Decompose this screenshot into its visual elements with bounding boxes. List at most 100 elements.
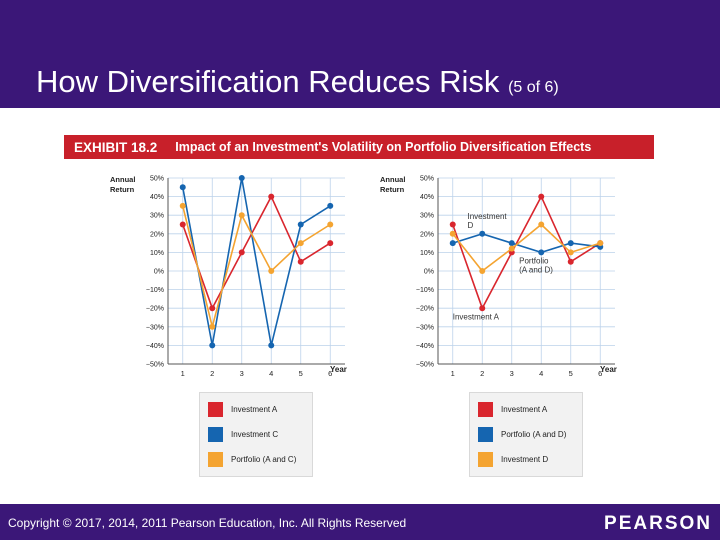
slide-title-text: How Diversification Reduces Risk (36, 64, 500, 99)
y-tick-label: −10% (416, 287, 434, 294)
data-point-investment-d (597, 240, 604, 247)
legend-label: Investment A (501, 405, 548, 414)
y-tick-label: 20% (420, 231, 434, 238)
data-point-investment-a (327, 240, 334, 247)
y-tick-label: 40% (150, 194, 164, 201)
y-tick-label: −10% (146, 287, 164, 294)
data-point-investment-a (238, 249, 245, 256)
legend-label: Investment D (501, 455, 549, 464)
data-point-investment-a (449, 221, 456, 228)
y-tick-label: −40% (146, 343, 164, 350)
series-line-portfolio-a-and-c (181, 205, 331, 328)
y-tick-label: −20% (146, 306, 164, 313)
chart-left: 50% 40% 30% 20% 10% 0% −10% −20% −30% −40% −50% 1 2 3… (110, 175, 347, 378)
y-tick-label: 50% (420, 176, 434, 183)
x-tick-label: 5 (299, 369, 303, 378)
data-point-investment-a (179, 221, 186, 228)
legend-left: Investment A Investment C Portfolio (A and… (199, 392, 313, 477)
legend-swatch (208, 452, 223, 467)
y-tick-label: −30% (416, 324, 434, 331)
annotation-line2: (A and D) (519, 266, 553, 275)
y-tick-label: 20% (150, 231, 164, 238)
data-point-investment-c (238, 175, 245, 181)
data-point-portfolio-a-and-d (538, 249, 545, 256)
exhibit-caption: Impact of an Investment's Volatility on … (175, 140, 592, 154)
legend-item-investment-d: Investment D (478, 447, 574, 472)
x-axis-label: Year (330, 365, 347, 374)
legend-item-portfolio-a-and-d: Portfolio (A and D) (478, 422, 574, 447)
data-point-investment-c (179, 184, 186, 191)
y-tick-label: 0% (154, 269, 164, 276)
data-point-portfolio-a-and-d (449, 240, 456, 247)
data-point-investment-a (297, 258, 304, 265)
y-tick-label: 30% (420, 213, 434, 220)
legend-item-investment-a: Investment A (478, 397, 574, 422)
data-point-investment-d (479, 268, 486, 274)
data-point-portfolio-a-and-d (479, 230, 486, 237)
legend-item-portfolio-a-and-c: Portfolio (A and C) (208, 447, 304, 472)
data-point-investment-a (567, 258, 574, 265)
legend-label: Portfolio (A and C) (231, 455, 297, 464)
data-point-investment-c (209, 342, 216, 349)
data-point-investment-c (327, 202, 334, 209)
data-point-portfolio-a-and-c (238, 212, 245, 219)
x-tick-label: 6 (328, 369, 332, 378)
y-axis-label-line1: Annual (110, 175, 135, 184)
x-tick-label: 1 (181, 369, 185, 378)
x-tick-label: 2 (480, 369, 484, 378)
annotation-label: Investment D (468, 212, 508, 230)
legend-swatch (478, 452, 493, 467)
x-tick-label: 2 (210, 369, 214, 378)
data-point-portfolio-a-and-c (327, 221, 334, 228)
y-axis-label-line1: Annual (380, 175, 405, 184)
legend-swatch (208, 402, 223, 417)
y-tick-label: −20% (416, 306, 434, 313)
legend-item-investment-a: Investment A (208, 397, 304, 422)
y-tick-label: 0% (424, 269, 434, 276)
x-tick-label: 6 (598, 369, 602, 378)
title-bar: How Diversification Reduces Risk (5 of 6… (0, 0, 720, 108)
x-tick-label: 3 (510, 369, 514, 378)
series-line-portfolio-a-and-d (452, 232, 601, 254)
chart-right: 50% 40% 30% 20% 10% 0% −10% −20% −30% −40% −50% 1 2 3… (380, 175, 617, 378)
annotation-label: Portfolio (A and D) (519, 257, 553, 275)
y-tick-label: −30% (146, 324, 164, 331)
exhibit-label: EXHIBIT 18.2 (74, 139, 158, 155)
y-tick-label: −50% (146, 362, 164, 369)
legend-swatch (208, 427, 223, 442)
data-point-investment-a (268, 193, 275, 200)
series-line-investment-a (451, 194, 601, 311)
y-axis-label-line2: Return (380, 185, 405, 194)
legend-swatch (478, 402, 493, 417)
data-point-investment-d (508, 245, 515, 252)
legend-label: Portfolio (A and D) (501, 430, 567, 439)
x-tick-label: 4 (539, 369, 543, 378)
annotation-line1: Investment A (453, 312, 500, 321)
series-line-investment-a (181, 194, 331, 311)
x-axis-label: Year (600, 365, 617, 374)
data-point-portfolio-a-and-c (179, 202, 186, 209)
data-point-investment-a (538, 193, 545, 200)
y-tick-label: −40% (416, 343, 434, 350)
data-point-investment-a (479, 305, 486, 312)
data-point-portfolio-a-and-c (209, 323, 216, 330)
annotation-line1: Investment (468, 212, 508, 221)
exhibit-banner: EXHIBIT 18.2 Impact of an Investment's V… (64, 135, 654, 159)
x-tick-label: 3 (240, 369, 244, 378)
data-point-portfolio-a-and-d (567, 240, 574, 247)
y-tick-label: 10% (420, 250, 434, 257)
copyright-text: Copyright © 2017, 2014, 2011 Pearson Edu… (8, 516, 407, 530)
y-tick-label: 50% (150, 176, 164, 183)
data-point-investment-d (567, 249, 574, 256)
data-point-portfolio-a-and-c (268, 268, 275, 274)
legend-item-investment-c: Investment C (208, 422, 304, 447)
series-line-investment-d (452, 223, 601, 273)
annotation-line1: Portfolio (519, 257, 549, 266)
data-point-investment-a (209, 305, 216, 312)
x-tick-label: 1 (451, 369, 455, 378)
legend-swatch (478, 427, 493, 442)
y-tick-label: 10% (150, 250, 164, 257)
data-point-investment-d (449, 230, 456, 237)
x-tick-label: 5 (569, 369, 573, 378)
data-point-portfolio-a-and-d (508, 240, 515, 247)
